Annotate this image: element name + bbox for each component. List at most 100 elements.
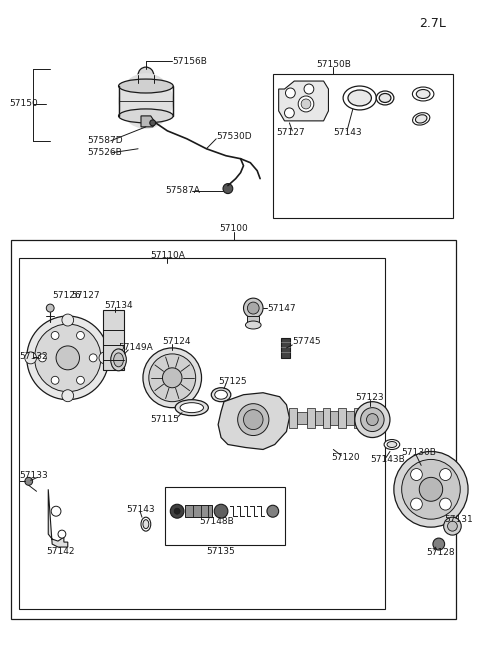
Text: 57128: 57128 — [426, 548, 455, 557]
Bar — [297, 411, 307, 424]
Text: 57110A: 57110A — [150, 251, 185, 260]
Circle shape — [410, 498, 422, 510]
Bar — [338, 407, 346, 428]
Circle shape — [223, 183, 233, 194]
Text: 57133: 57133 — [19, 471, 48, 480]
Ellipse shape — [343, 86, 376, 110]
Circle shape — [247, 302, 259, 314]
Bar — [19, 258, 385, 608]
Circle shape — [27, 316, 109, 400]
Ellipse shape — [119, 79, 173, 93]
Circle shape — [355, 402, 390, 438]
Text: 57134: 57134 — [104, 301, 132, 310]
Ellipse shape — [245, 321, 261, 329]
Text: 57143: 57143 — [333, 128, 362, 138]
Circle shape — [447, 521, 457, 531]
Text: 57587A: 57587A — [166, 186, 200, 195]
Polygon shape — [48, 489, 68, 547]
Bar — [323, 407, 330, 428]
Circle shape — [149, 354, 196, 402]
Circle shape — [170, 504, 184, 518]
Circle shape — [25, 477, 33, 485]
Text: 2.7L: 2.7L — [419, 17, 445, 29]
Circle shape — [25, 352, 36, 364]
Circle shape — [410, 468, 422, 481]
Circle shape — [38, 354, 46, 362]
Circle shape — [301, 99, 311, 109]
Ellipse shape — [413, 113, 430, 125]
Text: 57135: 57135 — [207, 546, 235, 555]
Ellipse shape — [416, 115, 427, 123]
Text: 57143B: 57143B — [371, 455, 405, 464]
Circle shape — [367, 414, 378, 426]
Circle shape — [62, 314, 73, 326]
Circle shape — [162, 368, 182, 388]
Ellipse shape — [180, 403, 204, 413]
Text: 57127: 57127 — [72, 291, 100, 299]
Circle shape — [51, 506, 61, 516]
Circle shape — [440, 498, 451, 510]
Circle shape — [46, 304, 54, 312]
Ellipse shape — [143, 519, 149, 529]
Bar — [354, 407, 361, 428]
Bar — [185, 505, 212, 517]
Text: 57587D: 57587D — [87, 136, 123, 145]
Ellipse shape — [348, 90, 372, 106]
Polygon shape — [279, 81, 328, 121]
Circle shape — [444, 517, 461, 535]
Polygon shape — [141, 116, 156, 127]
Circle shape — [138, 67, 154, 83]
Text: 57124: 57124 — [162, 337, 191, 346]
Bar — [103, 310, 124, 370]
Circle shape — [440, 468, 451, 481]
Circle shape — [267, 505, 279, 517]
Text: 57127: 57127 — [276, 128, 305, 138]
Circle shape — [174, 508, 180, 514]
Text: 57100: 57100 — [219, 224, 248, 233]
Text: 57131: 57131 — [444, 515, 473, 524]
Circle shape — [214, 504, 228, 518]
Ellipse shape — [384, 440, 400, 449]
Text: 57132: 57132 — [19, 352, 48, 362]
Bar — [307, 407, 315, 428]
Text: 57156B: 57156B — [172, 56, 207, 66]
Text: 57745: 57745 — [292, 337, 321, 346]
Circle shape — [286, 88, 295, 98]
Circle shape — [62, 390, 73, 402]
Circle shape — [99, 352, 111, 364]
Ellipse shape — [175, 400, 208, 416]
Text: 57126: 57126 — [52, 291, 81, 299]
Bar — [166, 487, 285, 545]
Circle shape — [56, 346, 80, 370]
Text: 57130B: 57130B — [402, 448, 436, 457]
Circle shape — [360, 407, 384, 432]
Circle shape — [143, 348, 202, 407]
Ellipse shape — [111, 349, 126, 371]
Ellipse shape — [416, 90, 430, 98]
Ellipse shape — [215, 390, 228, 399]
Circle shape — [433, 538, 444, 550]
Text: 57115: 57115 — [150, 415, 179, 424]
Circle shape — [285, 108, 294, 118]
Circle shape — [394, 451, 468, 527]
Text: 57142: 57142 — [46, 546, 75, 555]
Circle shape — [35, 324, 101, 392]
Circle shape — [238, 403, 269, 436]
Text: 57123: 57123 — [355, 393, 384, 402]
Circle shape — [150, 120, 156, 126]
Bar — [289, 407, 297, 428]
Circle shape — [304, 84, 314, 94]
Text: 57149A: 57149A — [119, 343, 153, 352]
Circle shape — [419, 477, 443, 501]
Ellipse shape — [376, 91, 394, 105]
Circle shape — [119, 73, 173, 129]
Circle shape — [77, 377, 84, 384]
Circle shape — [51, 331, 59, 339]
Ellipse shape — [379, 94, 391, 102]
Text: 57147: 57147 — [267, 303, 296, 312]
Bar — [346, 411, 354, 424]
Ellipse shape — [412, 87, 434, 101]
Text: 57150: 57150 — [9, 100, 38, 109]
Polygon shape — [218, 393, 289, 449]
Text: 57526B: 57526B — [87, 148, 122, 157]
